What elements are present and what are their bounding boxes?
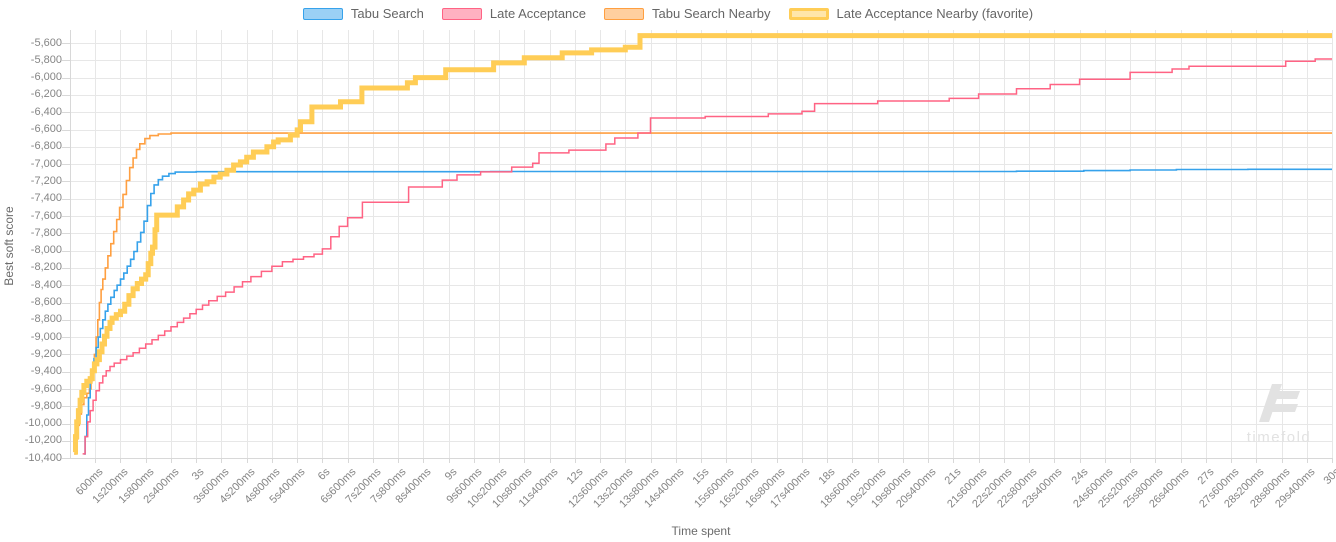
y-tick-label: -7,600 — [30, 209, 62, 222]
legend-label: Tabu Search Nearby — [652, 6, 771, 21]
y-tick-label: -8,800 — [30, 313, 62, 326]
legend-item-tabu-search-nearby[interactable]: Tabu Search Nearby — [604, 6, 771, 21]
y-tick-label: -5,600 — [30, 36, 62, 49]
series-line-tabu-search — [83, 168, 1332, 455]
series-line-late-acceptance — [82, 58, 1332, 455]
y-tick-label: -8,000 — [30, 244, 62, 257]
legend-item-late-acceptance-nearby-favorite[interactable]: Late Acceptance Nearby (favorite) — [788, 6, 1034, 21]
y-tick-label: -9,200 — [30, 347, 62, 360]
plot-area — [62, 30, 1333, 463]
legend-label: Tabu Search — [350, 6, 424, 21]
y-tick-label: -8,600 — [30, 296, 62, 308]
y-tick-label: -10,000 — [24, 417, 62, 430]
y-tick-label: -8,400 — [30, 278, 62, 291]
y-tick-label: -5,800 — [30, 53, 62, 66]
y-tick-label: -6,400 — [30, 105, 62, 118]
series-line-late-acceptance-nearby-favorite — [73, 33, 1332, 455]
legend-swatch-late-acceptance-nearby-favorite — [788, 7, 829, 20]
chart-legend: Tabu Search Late Acceptance Tabu Search Ne… — [0, 6, 1336, 21]
y-tick-label: -6,000 — [30, 71, 62, 84]
legend-label: Late Acceptance Nearby (favorite) — [836, 6, 1034, 21]
x-axis-title: Time spent — [671, 524, 731, 538]
y-tick-label: -7,800 — [30, 226, 62, 239]
legend-item-late-acceptance[interactable]: Late Acceptance — [441, 6, 587, 21]
y-tick-label: -6,800 — [30, 140, 62, 153]
y-tick-label: -9,800 — [30, 399, 62, 412]
y-tick-label: -10,400 — [24, 451, 62, 464]
legend-label: Late Acceptance — [489, 6, 587, 21]
legend-swatch-tabu-search-nearby — [604, 7, 645, 20]
y-tick-label: -6,200 — [30, 88, 62, 101]
legend-swatch-tabu-search — [302, 7, 343, 20]
y-tick-label: -6,600 — [30, 123, 62, 135]
y-tick-label: -7,400 — [30, 192, 62, 205]
y-tick-label: -10,200 — [24, 434, 62, 447]
y-tick-label: -9,600 — [30, 382, 62, 395]
y-tick-label: -7,200 — [30, 174, 62, 187]
series-line-tabu-search-nearby — [74, 132, 1332, 455]
y-tick-label: -8,200 — [30, 261, 62, 274]
y-tick-label: -9,400 — [30, 365, 62, 378]
legend-swatch-late-acceptance — [441, 7, 482, 20]
legend-item-tabu-search[interactable]: Tabu Search — [302, 6, 424, 21]
y-tick-label: -7,000 — [30, 157, 62, 170]
chart-canvas — [62, 30, 1333, 463]
y-tick-label: -9,000 — [30, 330, 62, 343]
